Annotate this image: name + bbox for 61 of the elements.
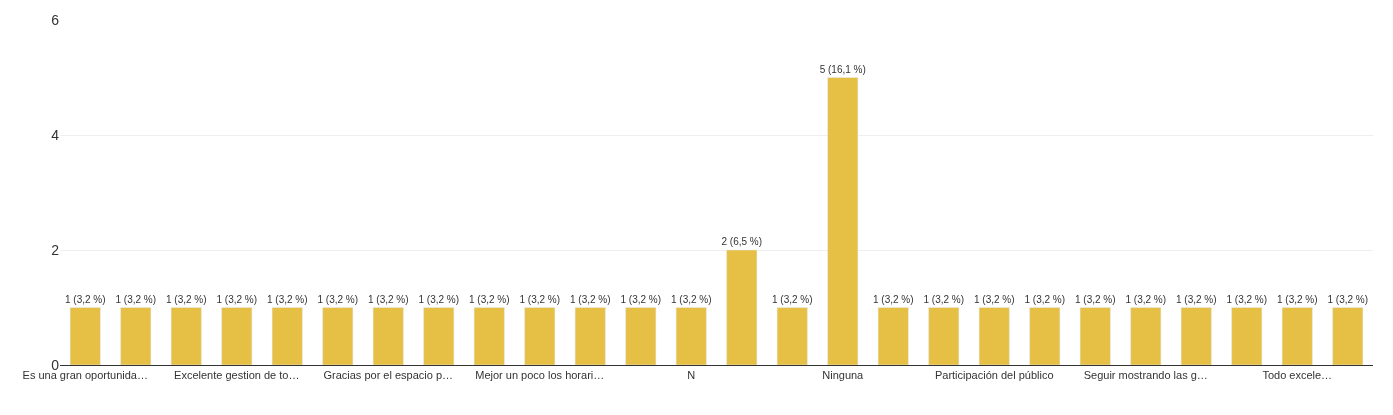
data-label: 1 (3,2 %) [216, 293, 258, 305]
data-label: 5 (16,1 %) [819, 63, 866, 75]
data-label: 1 (3,2 %) [317, 293, 359, 305]
data-label: 1 (3,2 %) [165, 293, 207, 305]
data-label: 1 (3,2 %) [367, 293, 409, 305]
bar [423, 307, 455, 365]
data-label: 1 (3,2 %) [418, 293, 460, 305]
y-tick-label: 2 [51, 241, 60, 258]
data-label: 1 (3,2 %) [872, 293, 914, 305]
y-tick-label: 4 [51, 126, 60, 143]
bar [1079, 307, 1111, 365]
data-label: 1 (3,2 %) [670, 293, 712, 305]
bar [372, 307, 404, 365]
data-label: 1 (3,2 %) [468, 293, 510, 305]
data-label: 1 (3,2 %) [1226, 293, 1268, 305]
bar [776, 307, 808, 365]
data-label: 2 (6,5 %) [721, 236, 763, 247]
x-tick-label: Participación del público [934, 369, 1054, 382]
data-label: 1 (3,2 %) [1074, 293, 1116, 305]
x-tick-label: Mejor un poco los horari… [475, 369, 605, 382]
bar [69, 307, 101, 365]
data-label: 1 (3,2 %) [973, 293, 1015, 305]
data-label: 1 (3,2 %) [923, 293, 965, 305]
x-tick-label: N [687, 369, 696, 382]
bar [1130, 307, 1162, 365]
data-label: 1 (3,2 %) [771, 293, 813, 305]
bar [524, 307, 556, 365]
data-label: 1 (3,2 %) [64, 293, 106, 305]
bar [473, 307, 505, 365]
bar [1029, 307, 1061, 365]
data-label: 1 (3,2 %) [620, 293, 662, 305]
bar [1281, 307, 1313, 365]
bar [625, 307, 657, 365]
x-tick-label: Todo excele… [1262, 369, 1333, 382]
bar [928, 307, 960, 365]
bar [1231, 307, 1263, 365]
data-label: 1 (3,2 %) [519, 293, 561, 305]
x-tick-label: Seguir mostrando las g… [1083, 369, 1208, 382]
data-label: 1 (3,2 %) [266, 293, 308, 305]
bar [170, 307, 202, 365]
y-tick-label: 6 [51, 11, 60, 28]
bar [120, 307, 152, 365]
data-label: 1 (3,2 %) [569, 293, 611, 305]
data-label: 1 (3,2 %) [1125, 293, 1167, 305]
bar [675, 307, 707, 365]
bar [978, 307, 1010, 365]
x-tick-label: Excelente gestion de to… [174, 369, 300, 382]
data-label: 1 (3,2 %) [1024, 293, 1066, 305]
bar [221, 307, 253, 365]
data-label: 1 (3,2 %) [115, 293, 157, 305]
data-label: 1 (3,2 %) [1327, 293, 1369, 305]
bar [1180, 307, 1212, 365]
bar [1332, 307, 1364, 365]
bar [271, 307, 303, 365]
x-tick-label: Ninguna [822, 369, 865, 382]
bar [877, 307, 909, 365]
data-label: 1 (3,2 %) [1276, 293, 1318, 305]
data-label: 1 (3,2 %) [1175, 293, 1217, 305]
bar [574, 307, 606, 365]
bar [322, 307, 354, 365]
x-tick-label: Gracias por el espacio p… [323, 369, 454, 382]
